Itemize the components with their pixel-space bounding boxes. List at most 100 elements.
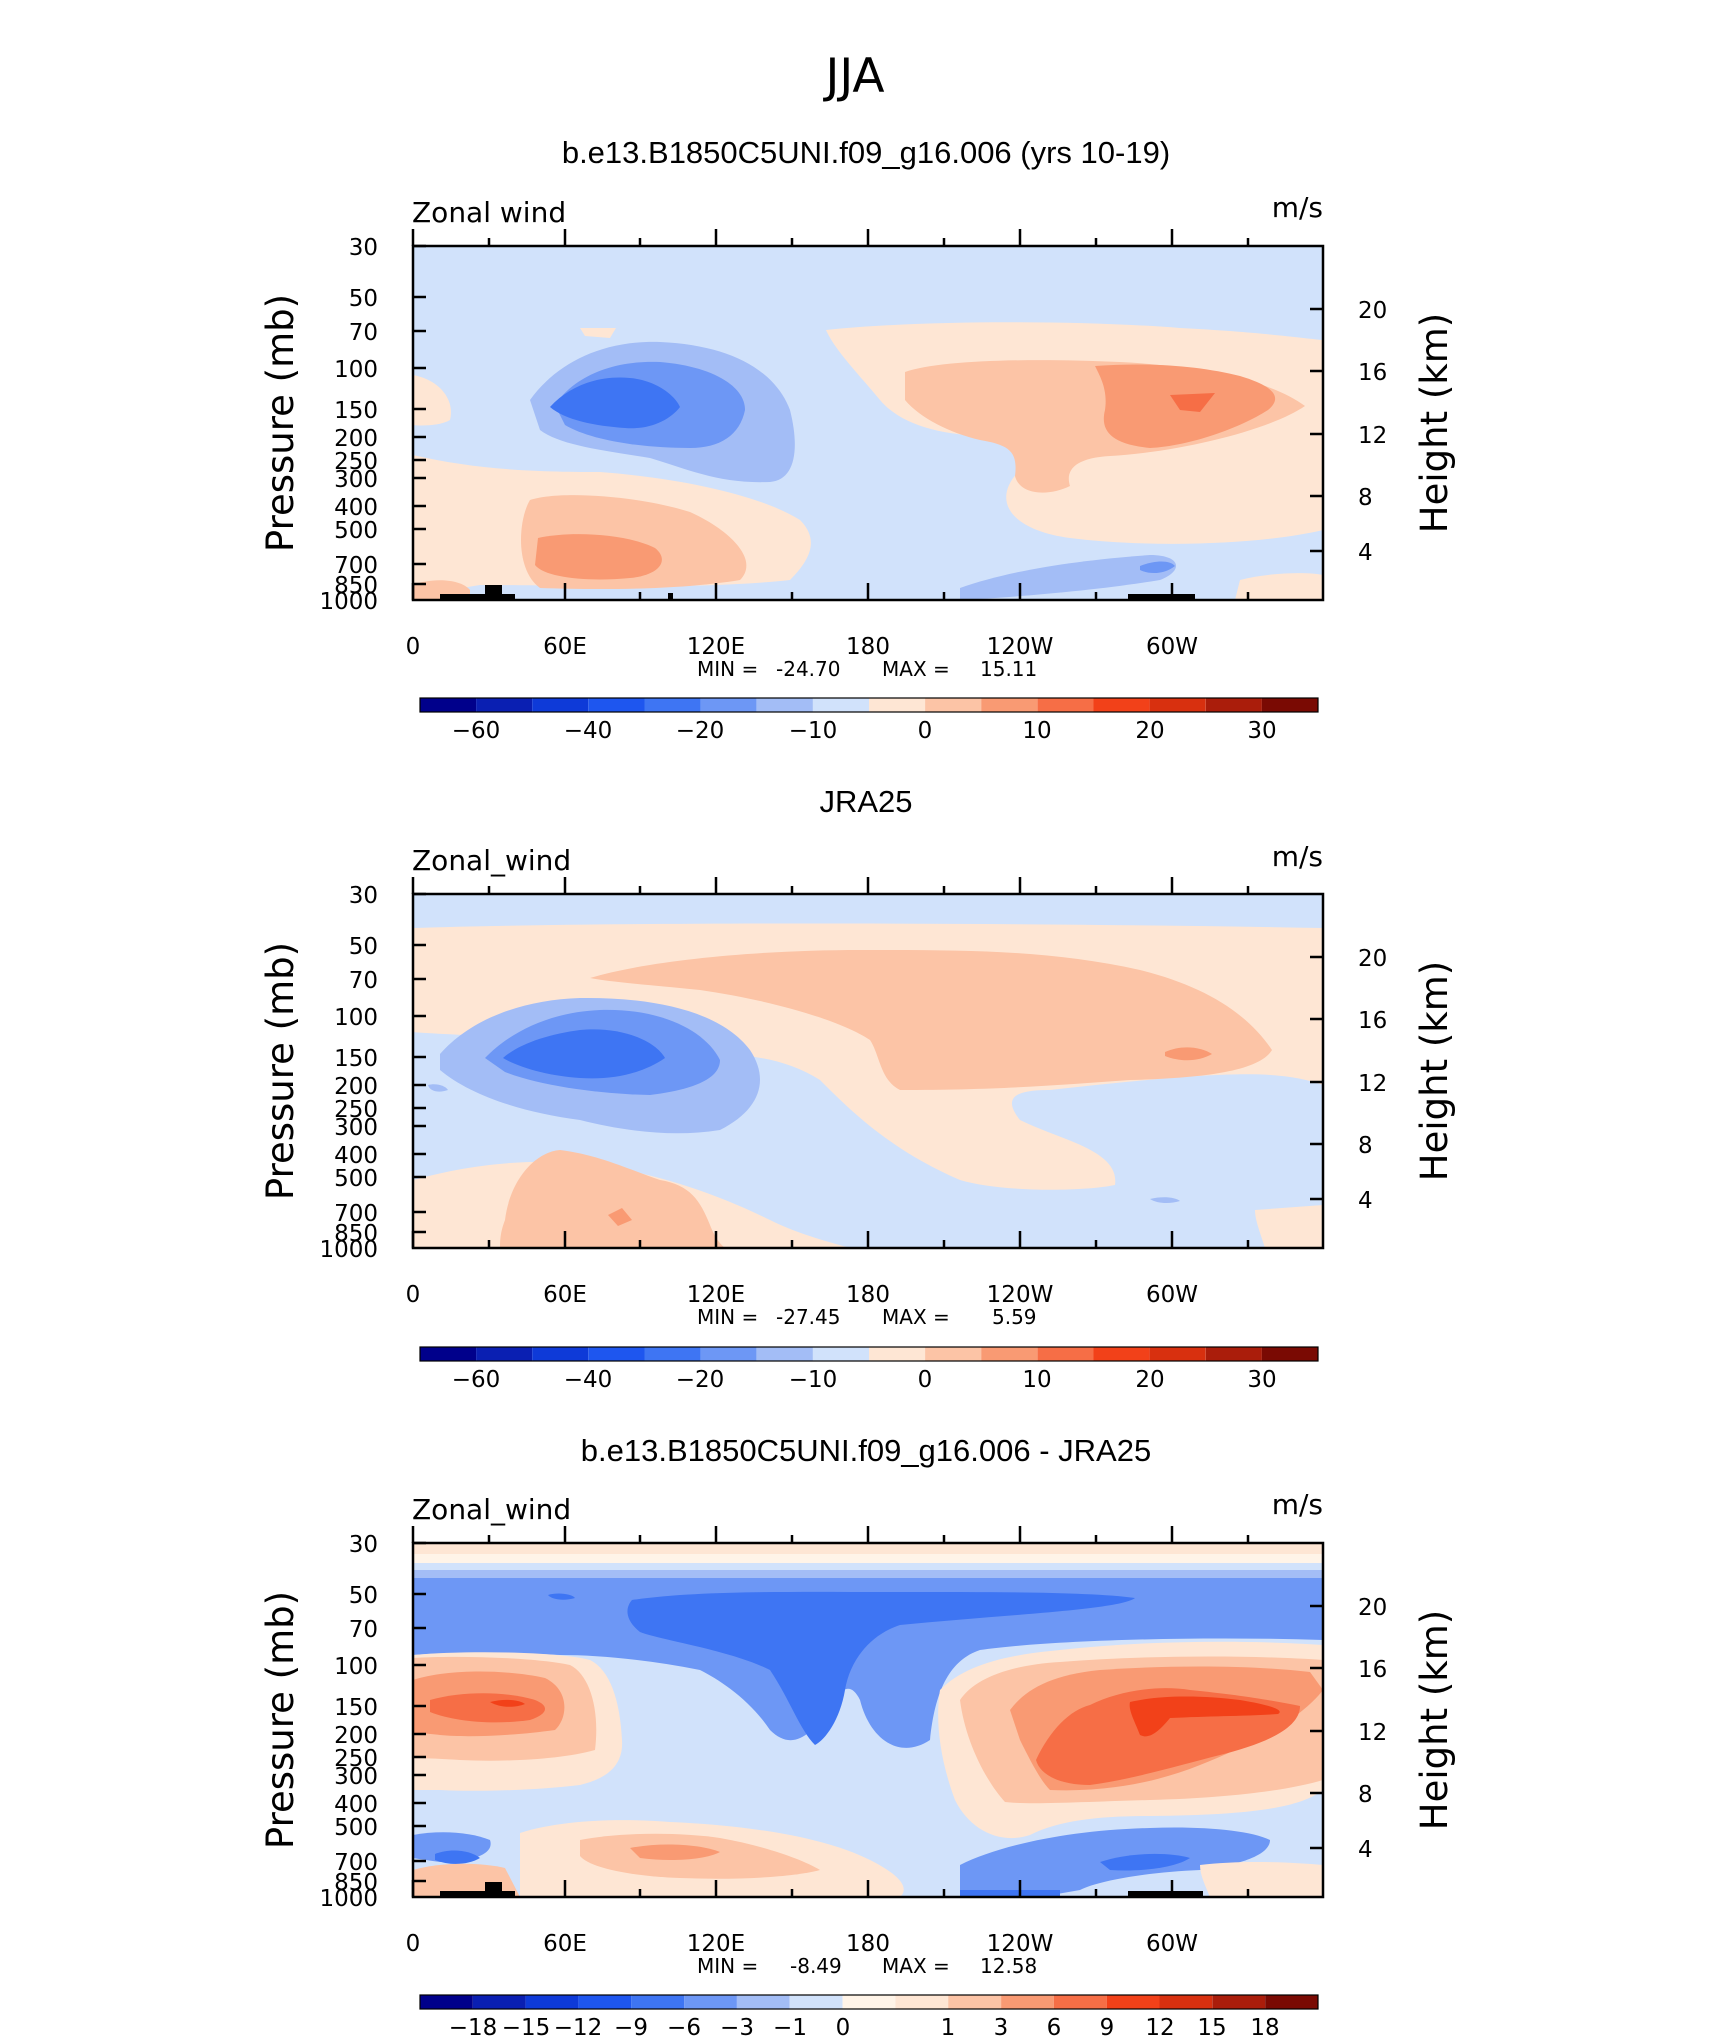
- x-tick-label: 120W: [987, 1931, 1054, 1957]
- y-tick-label: 50: [349, 1583, 378, 1609]
- y-tick-label: 300: [334, 1115, 378, 1141]
- y-tick-label: 850: [334, 1221, 378, 1247]
- y-tick-label: 1000: [319, 589, 378, 615]
- colorbar-swatch: [525, 1995, 579, 2009]
- max-value: 15.11: [980, 657, 1037, 681]
- min-max-annotation: MIN = -8.49 MAX = 12.58: [697, 1954, 1037, 1978]
- x-axis: 0 60E 120E 180 120W 60W: [406, 1526, 1250, 1957]
- colorbar-swatch: [1265, 1995, 1318, 2009]
- y-axis-left: 30 50 70 100 150 200 250 300 400 500 700…: [259, 235, 426, 615]
- x-tick-label: 180: [846, 634, 890, 660]
- colorbar-swatch: [476, 1347, 533, 1361]
- colorbar-swatch: [869, 698, 926, 712]
- colorbar-label: −9: [614, 2015, 648, 2038]
- x-tick-label: 60E: [543, 634, 587, 660]
- panel-title: b.e13.B1850C5UNI.f09_g16.006 (yrs 10-19): [562, 135, 1170, 170]
- min-label: MIN =: [697, 1305, 758, 1329]
- colorbar-label: 6: [1047, 2015, 1062, 2038]
- y-tick-label: 70: [349, 1617, 378, 1643]
- min-value: -27.45: [776, 1305, 840, 1329]
- y-tick-label: 100: [334, 357, 378, 383]
- y-tick-label: 200: [334, 426, 378, 452]
- y-tick-label: 150: [334, 1695, 378, 1721]
- contour-field: [411, 1541, 1325, 1899]
- y-axis-left: 30 50 70 100 150 200 250 300 400 500 700…: [259, 883, 426, 1263]
- colorbar-swatch: [1093, 698, 1150, 712]
- colorbar-swatch: [925, 1347, 982, 1361]
- colorbar-swatch: [925, 698, 982, 712]
- colorbar-label: 10: [1022, 1367, 1051, 1393]
- y-axis-title: Pressure (mb): [259, 1591, 302, 1849]
- colorbar-label: −40: [564, 718, 613, 744]
- colorbar-label: −10: [789, 1367, 838, 1393]
- x-axis: 0 60E 120E 180 120W 60W: [406, 229, 1250, 660]
- colorbar-label: −20: [676, 1367, 725, 1393]
- contour-field: [411, 244, 1325, 602]
- colorbar-swatch: [812, 1347, 869, 1361]
- colorbar-swatch: [812, 698, 869, 712]
- x-tick-label: 60W: [1146, 1931, 1198, 1957]
- x-tick-label: 60W: [1146, 634, 1198, 660]
- height-tick-label: 12: [1358, 423, 1387, 449]
- colorbar-label: −20: [676, 718, 725, 744]
- colorbar-swatch: [1037, 1347, 1094, 1361]
- colorbar-swatch: [756, 698, 813, 712]
- colorbar-swatch: [420, 1347, 477, 1361]
- colorbar-label: −60: [452, 718, 501, 744]
- height-tick-label: 20: [1358, 946, 1387, 972]
- y-tick-label: 50: [349, 286, 378, 312]
- colorbar-swatch: [1205, 1347, 1262, 1361]
- y-axis-title-right: Height (km): [1413, 313, 1456, 533]
- y-tick-label: 70: [349, 320, 378, 346]
- y-tick-label: 500: [334, 518, 378, 544]
- y-tick-label: 700: [334, 1850, 378, 1876]
- max-value: 12.58: [980, 1954, 1037, 1978]
- colorbar-label: 9: [1100, 2015, 1115, 2038]
- panel-title: b.e13.B1850C5UNI.f09_g16.006 - JRA25: [581, 1433, 1151, 1468]
- colorbar-swatch: [789, 1995, 843, 2009]
- colorbar-swatch: [631, 1995, 685, 2009]
- colorbar-swatch: [532, 1347, 589, 1361]
- height-tick-label: 4: [1358, 1837, 1373, 1863]
- panel-model: b.e13.B1850C5UNI.f09_g16.006 (yrs 10-19)…: [259, 135, 1456, 744]
- x-tick-label: 0: [406, 634, 421, 660]
- min-label: MIN =: [697, 1954, 758, 1978]
- panel-title: JRA25: [819, 784, 912, 819]
- colorbar-label: 30: [1247, 718, 1276, 744]
- min-max-annotation: MIN = -27.45 MAX = 5.59: [697, 1305, 1037, 1329]
- y-tick-label: 70: [349, 968, 378, 994]
- variable-label: Zonal_wind: [412, 844, 571, 877]
- colorbar-label: 15: [1197, 2015, 1226, 2038]
- height-tick-label: 4: [1358, 1188, 1373, 1214]
- y-tick-label: 150: [334, 398, 378, 424]
- colorbar-label: −12: [554, 2015, 603, 2038]
- y-axis-right: 20 16 12 8 4 Height (km): [1310, 298, 1456, 566]
- min-value: -8.49: [790, 1954, 842, 1978]
- y-tick-label: 200: [334, 1074, 378, 1100]
- y-tick-label: 250: [334, 1097, 378, 1123]
- colorbar-swatch: [948, 1995, 1001, 2009]
- colorbar-swatch: [842, 1995, 896, 2009]
- colorbar-label: 10: [1022, 718, 1051, 744]
- colorbar-label: −15: [502, 2015, 551, 2038]
- y-tick-label: 30: [349, 235, 378, 261]
- colorbar-swatch: [700, 698, 757, 712]
- colorbar-swatch: [532, 698, 589, 712]
- x-tick-label: 60W: [1146, 1282, 1198, 1308]
- height-tick-label: 16: [1358, 360, 1387, 386]
- y-axis-title: Pressure (mb): [259, 942, 302, 1200]
- colorbar-swatch: [1212, 1995, 1266, 2009]
- x-tick-label: 120W: [987, 634, 1054, 660]
- y-tick-label: 300: [334, 1764, 378, 1790]
- units-label: m/s: [1272, 1488, 1323, 1521]
- y-tick-label: 500: [334, 1166, 378, 1192]
- x-tick-label: 0: [406, 1931, 421, 1957]
- min-max-annotation: MIN = -24.70 MAX = 15.11: [697, 657, 1037, 681]
- y-axis-title-right: Height (km): [1413, 1610, 1456, 1830]
- colorbar-swatch: [1001, 1995, 1054, 2009]
- page-title: JJA: [822, 49, 884, 104]
- colorbar-swatch: [472, 1995, 526, 2009]
- colorbar-swatch: [981, 1347, 1038, 1361]
- y-tick-label: 850: [334, 573, 378, 599]
- x-tick-label: 120E: [687, 1931, 745, 1957]
